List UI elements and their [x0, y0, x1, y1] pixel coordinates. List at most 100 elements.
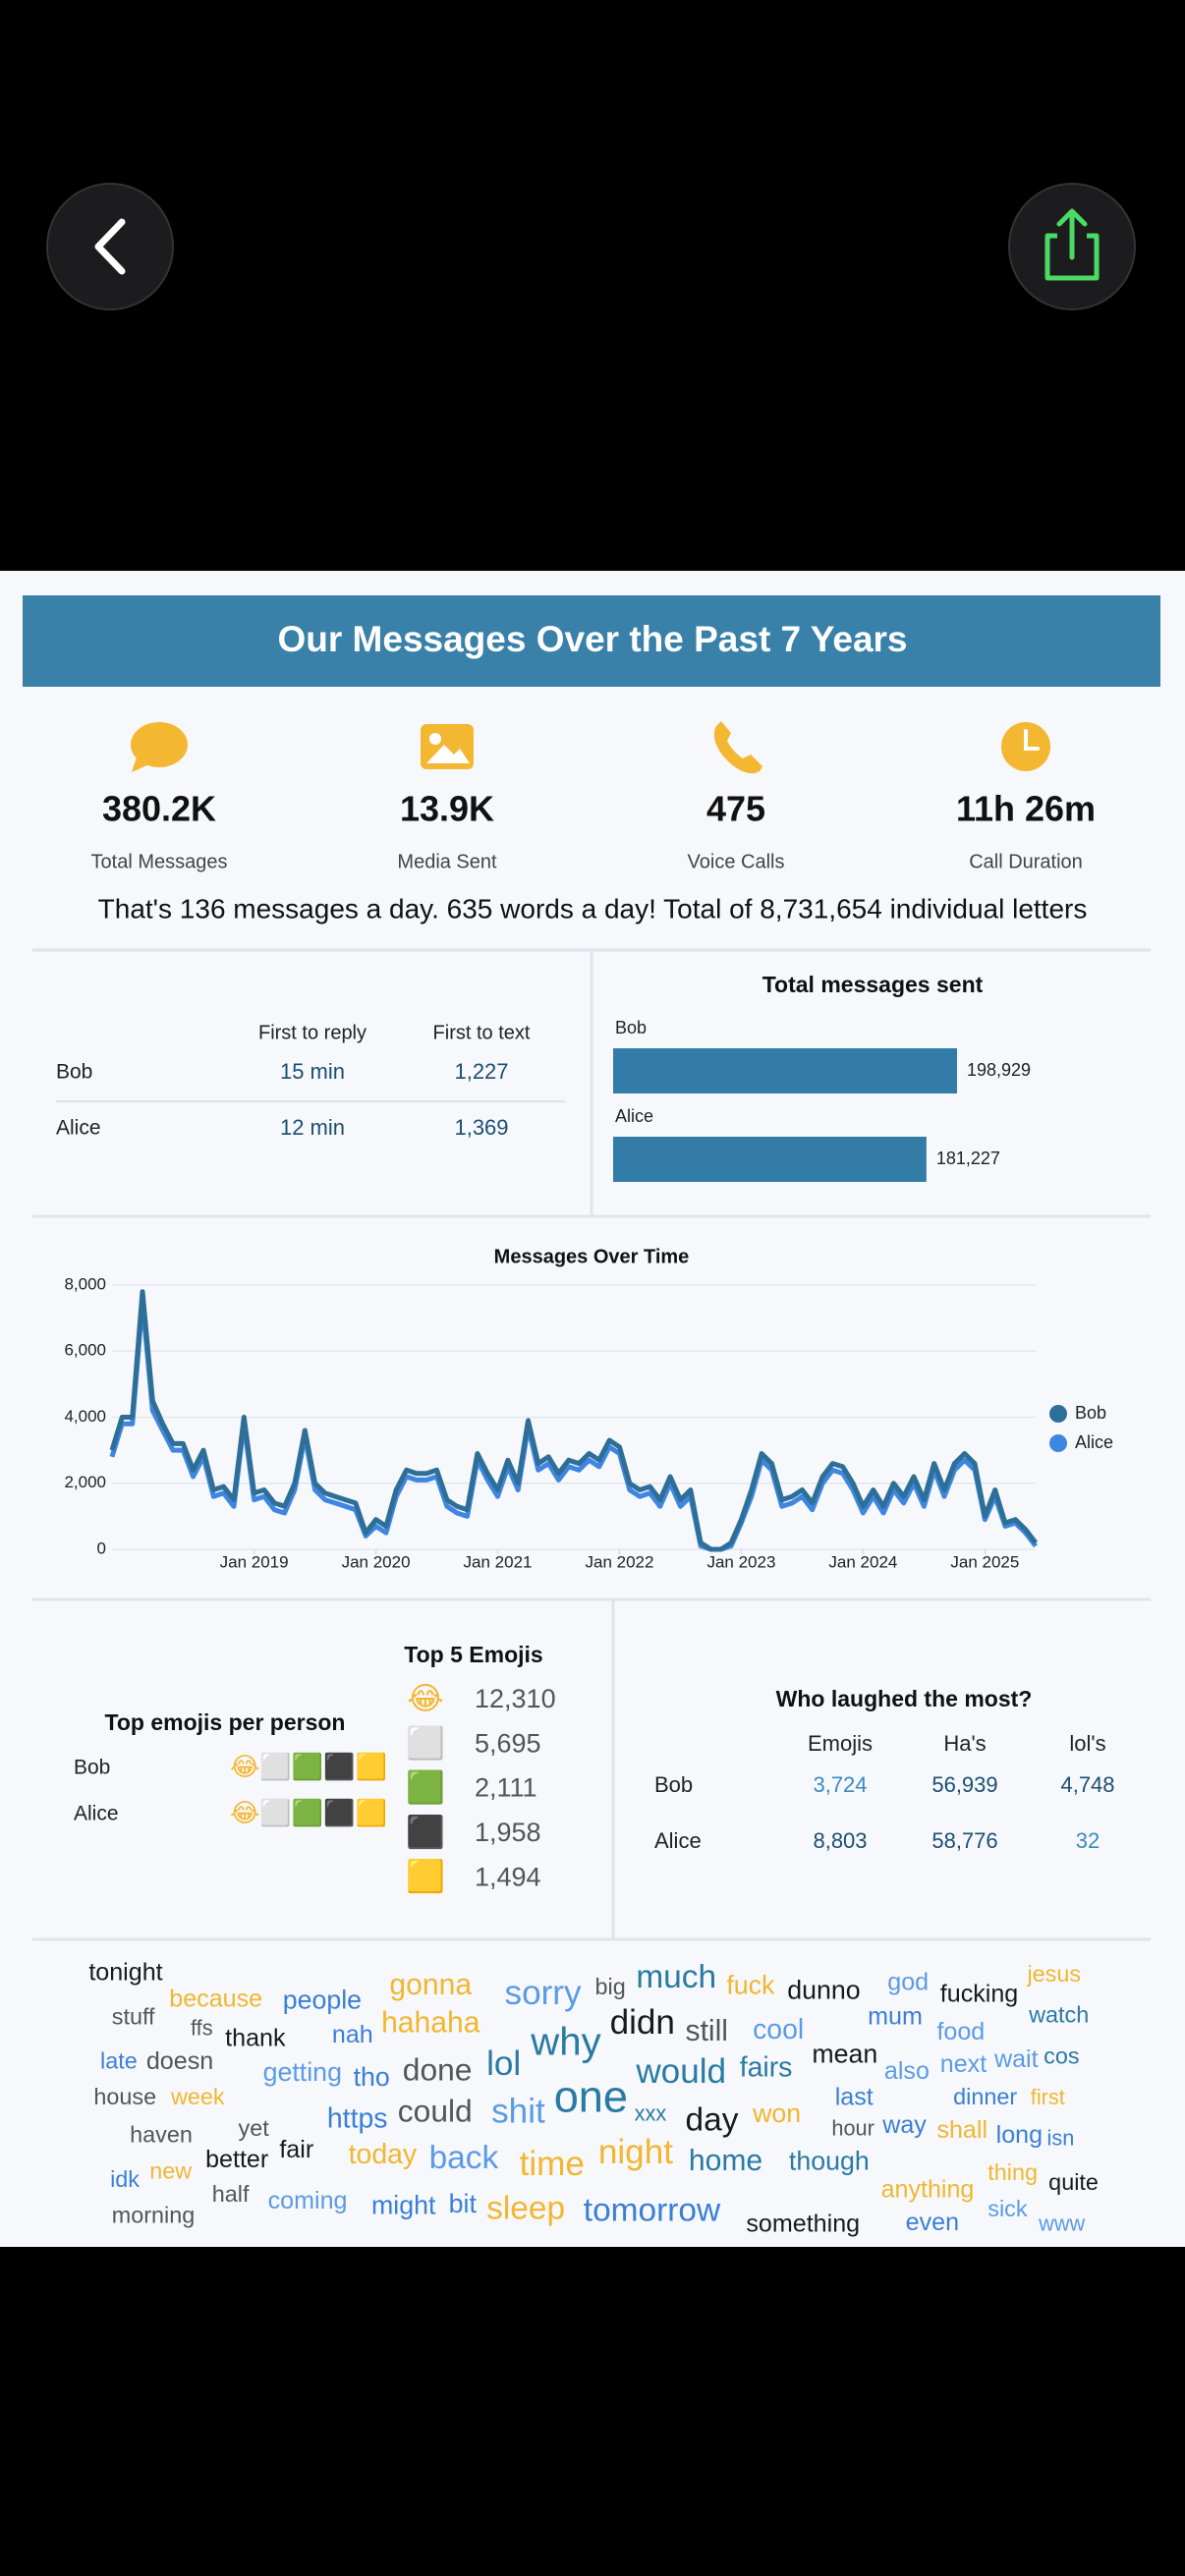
column-header: lol's — [1069, 1731, 1105, 1756]
word: watch — [1028, 2002, 1089, 2028]
word: much — [636, 1959, 716, 1995]
word: tho — [354, 2062, 390, 2092]
word: long — [996, 2121, 1043, 2149]
emoji-count: 5,695 — [475, 1728, 541, 1758]
word: mean — [812, 2040, 877, 2069]
cell: 15 min — [280, 1059, 345, 1084]
phone-icon — [713, 721, 762, 774]
word: didn — [610, 2003, 675, 2042]
section-title: Who laughed the most? — [776, 1686, 1033, 1711]
legend-swatch — [1049, 1405, 1067, 1423]
word: even — [906, 2209, 959, 2236]
row-name: Alice — [56, 1117, 101, 1140]
share-button[interactable] — [1008, 183, 1136, 310]
share-icon-arrow[interactable] — [1056, 208, 1088, 260]
message-icon-tail — [132, 755, 153, 772]
word: fairs — [740, 2051, 793, 2083]
chart-title: Total messages sent — [762, 972, 984, 997]
bar-category-label: Alice — [615, 1106, 653, 1126]
section-title: Top emojis per person — [105, 1709, 346, 1735]
word: sleep — [486, 2191, 565, 2227]
x-tick-label: Jan 2025 — [950, 1552, 1019, 1571]
word: back — [429, 2140, 499, 2176]
stat-value: 380.2K — [102, 789, 216, 829]
word: xxx — [635, 2101, 667, 2126]
word: way — [881, 2111, 927, 2139]
word: last — [835, 2084, 874, 2111]
word: people — [283, 1985, 362, 2014]
word: shall — [936, 2116, 988, 2144]
back-icon[interactable] — [94, 218, 126, 275]
word: getting — [263, 2057, 342, 2087]
word: better — [205, 2146, 268, 2173]
person-name: Bob — [74, 1757, 110, 1779]
emoji: ⬛ — [406, 1814, 445, 1849]
bar-category-label: Bob — [615, 1018, 647, 1037]
word: today — [349, 2139, 418, 2170]
cell: 1,227 — [454, 1059, 508, 1084]
back-button[interactable] — [46, 183, 174, 310]
share-icon-box[interactable] — [1044, 233, 1100, 281]
word: food — [936, 2018, 985, 2045]
cell: 1,369 — [454, 1115, 508, 1140]
word: tomorrow — [584, 2192, 721, 2228]
word: lol — [486, 2044, 521, 2083]
x-tick-label: Jan 2021 — [464, 1552, 533, 1571]
clock-hands — [1024, 729, 1040, 751]
word: cool — [753, 2014, 804, 2045]
word: ffs — [191, 2016, 213, 2041]
column-header: Emojis — [808, 1731, 873, 1756]
stat-label: Media Sent — [397, 851, 497, 872]
cell: 3,724 — [813, 1772, 867, 1797]
bar-value-label: 181,227 — [936, 1148, 1000, 1168]
y-tick-label: 8,000 — [64, 1274, 106, 1293]
word: doesn — [146, 2047, 213, 2075]
word: morning — [112, 2203, 196, 2228]
word: would — [635, 2052, 726, 2091]
word: dinner — [953, 2084, 1017, 2109]
word: sorry — [505, 1974, 582, 2012]
word: might — [371, 2190, 436, 2219]
word: week — [170, 2084, 225, 2109]
word: cos — [1044, 2043, 1079, 2068]
cell: 58,776 — [931, 1828, 997, 1853]
x-tick-label: Jan 2022 — [586, 1552, 654, 1571]
word: thing — [988, 2159, 1038, 2185]
back-button-circle[interactable] — [46, 183, 174, 310]
word: yet — [239, 2115, 270, 2141]
word: why — [530, 2019, 600, 2063]
emoji: 😂 — [407, 1680, 443, 1715]
word: wait — [993, 2045, 1039, 2073]
word: www — [1038, 2212, 1085, 2236]
row-name: Bob — [654, 1772, 693, 1797]
word: half — [212, 2181, 250, 2207]
word: also — [884, 2057, 930, 2085]
word: tonight — [88, 1959, 162, 1987]
y-tick-label: 6,000 — [64, 1341, 106, 1360]
word: late — [100, 2047, 138, 2073]
word: home — [689, 2145, 762, 2177]
bar — [613, 1048, 957, 1093]
column-header: First to text — [433, 1022, 531, 1043]
stat-icons — [131, 721, 1050, 774]
x-tick-label: Jan 2024 — [828, 1552, 897, 1571]
word: though — [789, 2146, 870, 2175]
x-tick-label: Jan 2020 — [342, 1552, 411, 1571]
word: bit — [449, 2189, 478, 2218]
cell: 32 — [1076, 1828, 1100, 1853]
word: something — [746, 2210, 860, 2237]
word: fuck — [726, 1970, 775, 1999]
line-series — [109, 1289, 1038, 1552]
stat-label: Total Messages — [91, 851, 228, 872]
emoji-count: 1,494 — [475, 1862, 541, 1891]
word: fair — [279, 2136, 313, 2163]
word: next — [940, 2050, 987, 2078]
stat-value: 13.9K — [400, 789, 494, 829]
word: dunno — [787, 1975, 860, 2004]
stat-value: 11h 26m — [956, 789, 1096, 829]
bottom-background — [0, 2247, 1185, 2576]
emoji-count: 12,310 — [475, 1684, 556, 1713]
word: house — [93, 2084, 156, 2109]
word: because — [169, 1985, 262, 2012]
